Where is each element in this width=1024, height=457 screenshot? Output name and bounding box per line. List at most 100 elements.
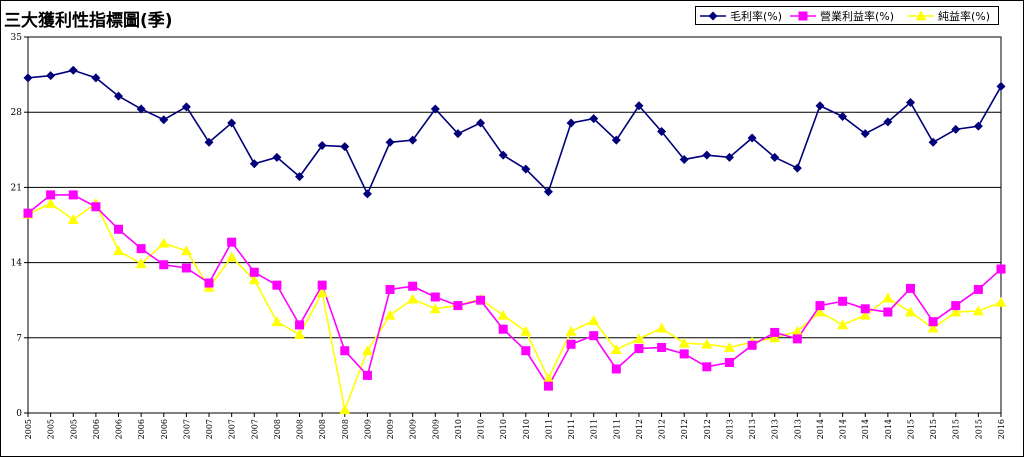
data-point-1-29 — [679, 349, 689, 359]
x-tick-label: 2013 — [793, 419, 802, 439]
data-point-2-12 — [294, 329, 306, 339]
data-point-0-43 — [996, 81, 1006, 91]
data-point-0-41 — [951, 124, 961, 134]
data-point-1-37 — [860, 304, 870, 314]
data-point-0-21 — [498, 150, 508, 160]
data-point-1-28 — [657, 342, 667, 352]
data-point-1-19 — [453, 301, 463, 311]
x-tick-label: 2007 — [228, 419, 237, 439]
x-tick-label: 2011 — [567, 419, 576, 439]
data-point-0-34 — [792, 163, 802, 173]
x-tick-label: 2014 — [884, 419, 893, 439]
data-point-2-22 — [520, 325, 532, 336]
x-tick-label: 2011 — [590, 419, 599, 439]
x-tick-label: 2016 — [997, 419, 1006, 439]
data-point-1-24 — [566, 339, 576, 349]
data-point-1-15 — [362, 370, 372, 380]
data-point-0-24 — [566, 118, 576, 128]
data-point-0-15 — [362, 189, 372, 199]
data-point-0-33 — [770, 152, 780, 162]
x-tick-label: 2006 — [160, 419, 169, 439]
data-point-0-25 — [589, 114, 599, 124]
data-point-2-37 — [859, 309, 871, 320]
data-point-2-4 — [113, 245, 125, 256]
data-point-0-9 — [227, 118, 237, 128]
data-point-2-1 — [45, 198, 57, 208]
x-tick-label: 2008 — [296, 419, 305, 439]
plot-area — [27, 36, 1002, 414]
data-point-0-2 — [68, 65, 78, 75]
data-point-1-39 — [905, 283, 915, 293]
data-point-0-20 — [476, 118, 486, 128]
data-point-2-38 — [882, 292, 894, 303]
data-point-2-26 — [610, 344, 622, 355]
data-point-2-16 — [384, 309, 396, 320]
data-point-2-42 — [972, 305, 984, 316]
data-point-1-12 — [295, 320, 305, 330]
data-point-0-4 — [114, 91, 124, 101]
data-point-2-14 — [339, 404, 351, 415]
data-point-0-3 — [91, 73, 101, 83]
data-point-1-18 — [430, 292, 440, 302]
data-point-1-7 — [181, 263, 191, 273]
legend-label-0: 毛利率(%) — [730, 9, 782, 23]
data-point-2-24 — [565, 325, 577, 336]
x-tick-label: 2008 — [318, 419, 327, 439]
data-point-2-33 — [769, 332, 781, 343]
data-point-1-31 — [724, 358, 734, 368]
x-tick-label: 2010 — [499, 419, 508, 439]
x-tick-label: 2009 — [409, 419, 418, 439]
x-tick-label: 2015 — [952, 419, 961, 439]
x-tick-label: 2012 — [680, 419, 689, 439]
data-point-1-34 — [792, 334, 802, 344]
x-tick-label: 2010 — [522, 419, 531, 439]
data-point-0-6 — [159, 115, 169, 125]
data-point-2-27 — [633, 333, 645, 344]
data-point-0-11 — [272, 152, 282, 162]
data-point-1-43 — [996, 264, 1006, 274]
data-point-1-2 — [68, 190, 78, 200]
x-tick-label: 2007 — [182, 419, 191, 439]
data-point-1-8 — [204, 278, 214, 288]
data-point-1-10 — [249, 267, 259, 277]
data-point-1-14 — [340, 346, 350, 356]
data-point-1-40 — [928, 317, 938, 327]
data-point-1-0 — [23, 208, 33, 218]
data-point-1-41 — [951, 301, 961, 311]
data-point-2-9 — [226, 251, 238, 262]
data-point-2-31 — [723, 341, 735, 352]
x-tick-label: 2011 — [544, 419, 553, 439]
y-tick-label: 0 — [16, 409, 22, 419]
data-point-1-23 — [543, 381, 553, 391]
data-point-0-10 — [249, 159, 259, 169]
data-point-2-11 — [271, 316, 283, 327]
x-tick-label: 2014 — [861, 419, 870, 439]
data-point-1-5 — [136, 244, 146, 254]
data-point-2-29 — [678, 337, 690, 348]
data-point-1-6 — [159, 260, 169, 270]
data-point-2-7 — [180, 245, 192, 256]
data-point-0-37 — [860, 129, 870, 139]
data-point-0-27 — [634, 101, 644, 111]
data-point-1-16 — [385, 284, 395, 294]
data-point-0-17 — [408, 135, 418, 145]
data-point-1-25 — [589, 331, 599, 341]
data-point-0-39 — [905, 98, 915, 108]
x-tick-label: 2014 — [816, 419, 825, 439]
data-point-0-26 — [611, 135, 621, 145]
data-point-1-21 — [498, 324, 508, 334]
x-tick-label: 2009 — [431, 419, 440, 439]
data-point-0-28 — [657, 127, 667, 137]
y-tick-label: 14 — [11, 259, 23, 269]
data-point-2-25 — [588, 315, 600, 326]
data-point-0-31 — [724, 152, 734, 162]
data-point-1-4 — [114, 224, 124, 234]
data-point-1-1 — [46, 190, 56, 200]
data-point-0-16 — [385, 137, 395, 147]
data-point-1-33 — [770, 327, 780, 337]
x-tick-label: 2009 — [386, 419, 395, 439]
x-tick-label: 2008 — [273, 419, 282, 439]
series-line-0 — [27, 69, 1002, 196]
